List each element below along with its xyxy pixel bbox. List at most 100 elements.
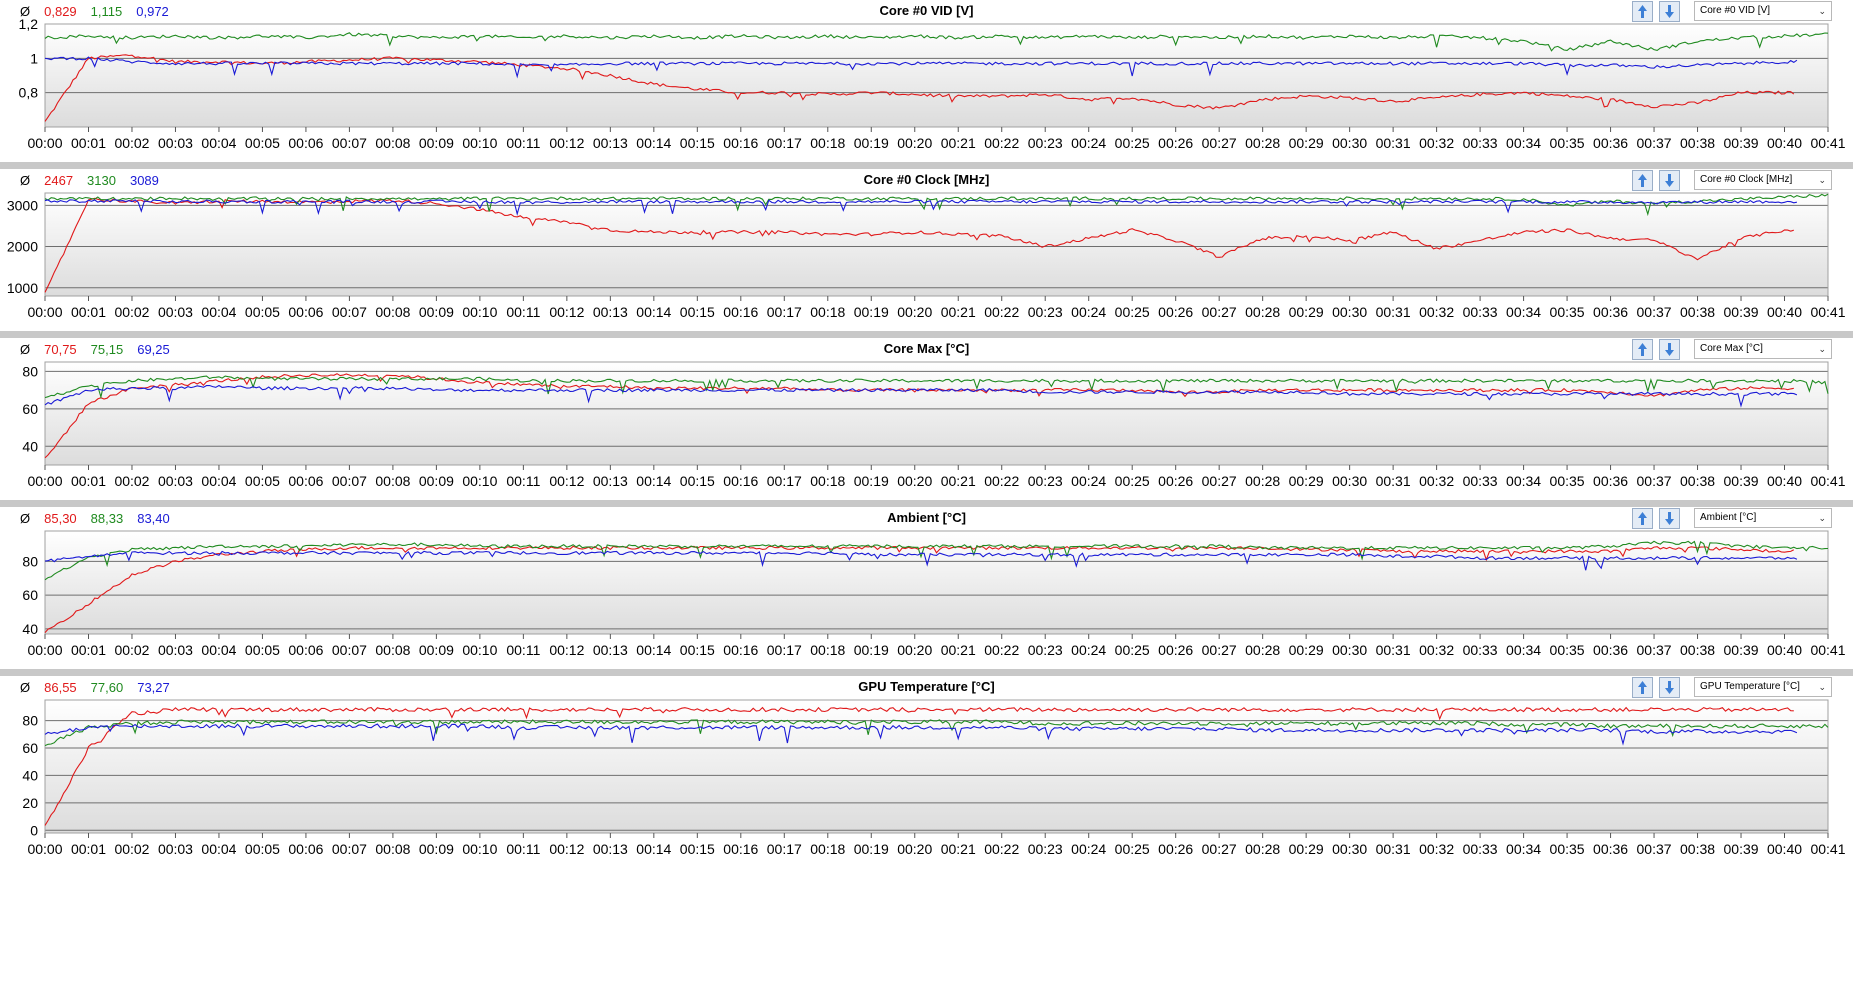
series-line-blue bbox=[44, 723, 1798, 746]
y-tick-label: 3000 bbox=[7, 197, 38, 213]
x-tick-label: 00:12 bbox=[549, 642, 584, 658]
x-tick-label: 00:22 bbox=[984, 473, 1019, 489]
average-value-blue: 3089 bbox=[129, 173, 159, 188]
series-line-blue bbox=[44, 199, 1798, 217]
x-tick-label: 00:05 bbox=[245, 841, 280, 857]
x-tick-label: 00:29 bbox=[1289, 642, 1324, 658]
x-tick-label: 00:27 bbox=[1202, 304, 1237, 320]
x-tick-label: 00:13 bbox=[593, 473, 628, 489]
x-tick-label: 00:38 bbox=[1680, 135, 1715, 151]
x-tick-label: 00:14 bbox=[636, 841, 671, 857]
x-tick-label: 00:38 bbox=[1680, 841, 1715, 857]
x-tick-label: 00:15 bbox=[680, 473, 715, 489]
y-tick-label: 0,8 bbox=[19, 85, 39, 101]
x-tick-label: 00:25 bbox=[1115, 473, 1150, 489]
x-tick-label: 00:23 bbox=[1028, 642, 1063, 658]
x-tick-label: 00:05 bbox=[245, 473, 280, 489]
x-tick-label: 00:32 bbox=[1419, 642, 1454, 658]
series-line-blue bbox=[44, 550, 1798, 571]
sensor-select[interactable]: Ambient [°C] ⌄ bbox=[1694, 508, 1832, 528]
x-tick-label: 00:24 bbox=[1071, 841, 1106, 857]
x-tick-label: 00:39 bbox=[1724, 841, 1759, 857]
plot-background bbox=[45, 24, 1828, 127]
x-tick-label: 00:24 bbox=[1071, 135, 1106, 151]
arrow-down-icon[interactable] bbox=[1659, 677, 1680, 698]
series-line-green bbox=[44, 375, 1829, 400]
x-tick-label: 00:32 bbox=[1419, 841, 1454, 857]
x-tick-label: 00:06 bbox=[288, 304, 323, 320]
x-tick-label: 00:02 bbox=[114, 304, 149, 320]
x-tick-label: 00:04 bbox=[201, 841, 236, 857]
average-value-blue: 69,25 bbox=[137, 342, 170, 357]
x-tick-label: 00:12 bbox=[549, 473, 584, 489]
arrow-up-icon[interactable] bbox=[1632, 1, 1653, 22]
x-tick-label: 00:26 bbox=[1158, 642, 1193, 658]
y-tick-label: 60 bbox=[22, 740, 38, 756]
arrow-up-icon[interactable] bbox=[1632, 677, 1653, 698]
series-line-green bbox=[44, 540, 1829, 581]
x-tick-label: 00:27 bbox=[1202, 642, 1237, 658]
arrow-down-icon[interactable] bbox=[1659, 170, 1680, 191]
x-tick-label: 00:00 bbox=[27, 304, 62, 320]
x-tick-label: 00:41 bbox=[1810, 841, 1845, 857]
x-tick-label: 00:34 bbox=[1506, 135, 1541, 151]
x-tick-label: 00:03 bbox=[158, 642, 193, 658]
panel-divider[interactable] bbox=[0, 500, 1853, 507]
panel-divider[interactable] bbox=[0, 331, 1853, 338]
x-tick-label: 00:36 bbox=[1593, 304, 1628, 320]
x-tick-label: 00:10 bbox=[462, 304, 497, 320]
series-line-green bbox=[44, 193, 1829, 217]
y-tick-label: 80 bbox=[22, 713, 38, 729]
x-tick-label: 00:04 bbox=[201, 473, 236, 489]
x-tick-label: 00:15 bbox=[680, 642, 715, 658]
arrow-up-icon[interactable] bbox=[1632, 339, 1653, 360]
chevron-down-icon: ⌄ bbox=[1818, 344, 1826, 354]
x-tick-label: 00:11 bbox=[506, 473, 540, 489]
x-tick-label: 00:17 bbox=[767, 135, 802, 151]
y-tick-label: 40 bbox=[22, 621, 38, 637]
y-tick-label: 60 bbox=[22, 401, 38, 417]
x-tick-label: 00:21 bbox=[941, 642, 976, 658]
x-tick-label: 00:12 bbox=[549, 135, 584, 151]
arrow-down-icon[interactable] bbox=[1659, 508, 1680, 529]
plot-border bbox=[44, 192, 1829, 297]
x-tick-label: 00:37 bbox=[1637, 642, 1672, 658]
x-tick-label: 00:37 bbox=[1637, 841, 1672, 857]
x-tick-label: 00:40 bbox=[1767, 135, 1802, 151]
x-tick-label: 00:20 bbox=[897, 841, 932, 857]
sensor-select[interactable]: Core #0 VID [V] ⌄ bbox=[1694, 1, 1832, 21]
x-tick-label: 00:33 bbox=[1463, 841, 1498, 857]
x-tick-label: 00:37 bbox=[1637, 304, 1672, 320]
x-tick-label: 00:03 bbox=[158, 841, 193, 857]
arrow-down-icon[interactable] bbox=[1659, 339, 1680, 360]
arrow-down-icon[interactable] bbox=[1659, 1, 1680, 22]
x-tick-label: 00:35 bbox=[1550, 135, 1585, 151]
sensor-select[interactable]: Core Max [°C] ⌄ bbox=[1694, 339, 1832, 359]
arrow-up-icon[interactable] bbox=[1632, 508, 1653, 529]
panel-divider[interactable] bbox=[0, 162, 1853, 169]
x-tick-label: 00:29 bbox=[1289, 473, 1324, 489]
x-tick-label: 00:37 bbox=[1637, 135, 1672, 151]
x-tick-label: 00:21 bbox=[941, 841, 976, 857]
average-value-blue: 0,972 bbox=[136, 4, 169, 19]
x-tick-label: 00:15 bbox=[680, 135, 715, 151]
x-tick-label: 00:02 bbox=[114, 642, 149, 658]
x-tick-label: 00:03 bbox=[158, 304, 193, 320]
arrow-up-icon[interactable] bbox=[1632, 170, 1653, 191]
sensor-select[interactable]: GPU Temperature [°C] ⌄ bbox=[1694, 677, 1832, 697]
x-tick-label: 00:07 bbox=[332, 841, 367, 857]
x-tick-label: 00:16 bbox=[723, 841, 758, 857]
x-tick-label: 00:26 bbox=[1158, 841, 1193, 857]
x-tick-label: 00:23 bbox=[1028, 304, 1063, 320]
sensor-select-value: Core #0 VID [V] bbox=[1700, 5, 1771, 16]
panel-divider[interactable] bbox=[0, 669, 1853, 676]
x-tick-label: 00:16 bbox=[723, 473, 758, 489]
sensor-select-value: Core #0 Clock [MHz] bbox=[1700, 174, 1793, 185]
sensor-select[interactable]: Core #0 Clock [MHz] ⌄ bbox=[1694, 170, 1832, 190]
x-tick-label: 00:27 bbox=[1202, 841, 1237, 857]
x-tick-label: 00:14 bbox=[636, 473, 671, 489]
plot-area: 3000 2000 1000 00:00 00:01 00:02 00:03 00:04 00:… bbox=[7, 192, 1846, 320]
y-tick-label: 2000 bbox=[7, 239, 38, 255]
x-tick-label: 00:13 bbox=[593, 642, 628, 658]
x-tick-label: 00:35 bbox=[1550, 841, 1585, 857]
